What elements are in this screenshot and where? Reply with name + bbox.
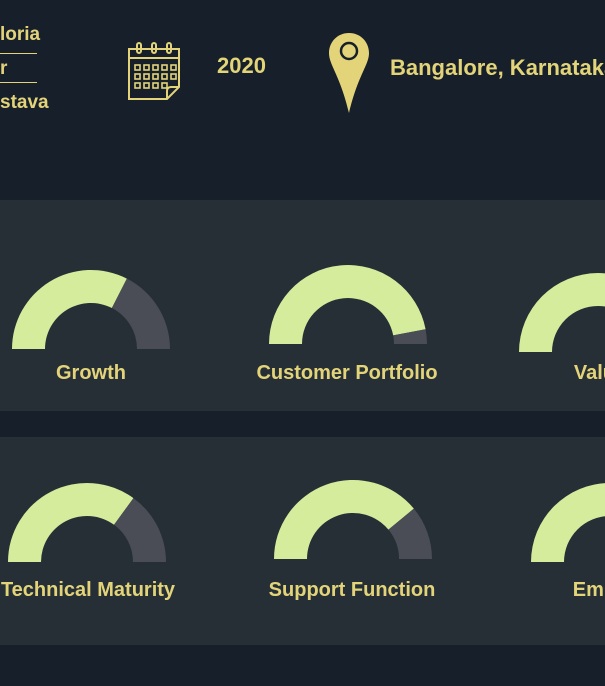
map-pin-icon (329, 33, 369, 113)
gauge-track-arc (393, 329, 427, 344)
gauge-fill-arc (12, 269, 127, 349)
gauge-fill-arc (519, 273, 605, 352)
year-value: 2020 (217, 53, 266, 78)
gauge-fill-arc (8, 483, 134, 562)
name-line-1: loria (0, 24, 41, 45)
calendar-icon (128, 42, 180, 100)
gauge-label: Support Function (268, 579, 436, 601)
gauge-fill-arc (269, 264, 426, 344)
gauge-label: Customer Portfolio (256, 362, 438, 384)
gauge-fill-arc (531, 483, 605, 562)
gauge-label: Employee (572, 579, 605, 601)
gauge-track-arc (114, 498, 166, 562)
name-line-2: r (0, 58, 8, 79)
gauge-label: Growth (56, 362, 126, 384)
gauge-track-arc (388, 508, 432, 559)
gauge-fill-arc (274, 479, 414, 559)
header-panel (0, 0, 605, 200)
underline-1 (0, 53, 37, 54)
gauge-label: Value Ger (573, 362, 605, 384)
underline-2 (0, 82, 37, 83)
location-value: Bangalore, Karnataka (390, 55, 605, 80)
gauge-label: Technical Maturity (0, 579, 176, 601)
name-line-3: stava (0, 92, 49, 113)
gauge-track-arc (111, 278, 170, 349)
